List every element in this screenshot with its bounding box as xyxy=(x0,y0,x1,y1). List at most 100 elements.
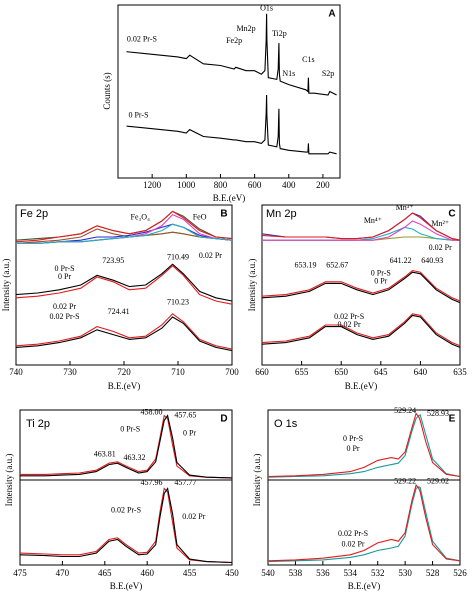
spectrum-line xyxy=(267,486,461,563)
spectrum-line xyxy=(19,487,233,564)
x-tick-label: 475 xyxy=(13,568,27,578)
spectrum-line xyxy=(261,270,461,302)
x-tick-label: 660 xyxy=(255,367,269,377)
annotation: 529.24 xyxy=(394,406,416,415)
annotation: FeO xyxy=(193,213,207,222)
x-tick-label: 710 xyxy=(171,367,185,377)
annotation: 529.22 xyxy=(394,477,416,486)
annotation: 723.95 xyxy=(102,256,124,265)
annotation: 0 Pr-S xyxy=(371,269,391,278)
x-tick-label: 532 xyxy=(371,568,385,578)
x-tick-label: 740 xyxy=(9,367,23,377)
x-tick-label: 645 xyxy=(374,367,388,377)
panel-label: B xyxy=(220,209,227,220)
annotation: 710.23 xyxy=(167,297,189,306)
annotation: 0 Pr-S xyxy=(120,424,140,433)
x-tick-label: 538 xyxy=(289,568,303,578)
spectrum-line xyxy=(262,220,460,241)
x-tick-label: 530 xyxy=(398,568,412,578)
annotation: Fe2p xyxy=(226,36,242,45)
spectrum-line xyxy=(15,316,233,352)
annotation: Mn2p xyxy=(237,24,256,33)
x-axis-label: B.E.(eV) xyxy=(348,581,381,591)
annotation: 0.02 Pr-S xyxy=(50,312,80,321)
x-tick-label: 700 xyxy=(225,367,239,377)
panel-label: A xyxy=(328,9,335,20)
x-tick-label: 470 xyxy=(56,568,70,578)
annotation: Mn³⁺ xyxy=(396,203,414,212)
annotation: Mn²⁺ xyxy=(431,219,449,228)
annotation: 529.02 xyxy=(427,477,449,486)
annotation: 528.93 xyxy=(427,409,449,418)
plot-frame xyxy=(261,204,461,366)
spectrum-line xyxy=(126,13,337,96)
annotation: O1s xyxy=(260,3,273,12)
annotation: 0.02 Pr-S xyxy=(127,34,157,43)
y-axis-label: Counts (s) xyxy=(102,72,112,109)
panel-title: O 1s xyxy=(274,418,298,430)
x-tick-label: 720 xyxy=(117,367,131,377)
annotation: Ti2p xyxy=(272,29,287,38)
annotation: 0 Pr xyxy=(346,444,359,453)
y-axis-label: Intensity (a.u.) xyxy=(247,259,257,312)
annotation: 710.49 xyxy=(167,253,189,262)
spectrum-line xyxy=(267,412,461,478)
annotation: 463.81 xyxy=(94,450,116,459)
spectrum-line xyxy=(15,263,233,302)
spectrum-line xyxy=(15,313,233,350)
x-tick-label: 400 xyxy=(282,180,296,190)
annotation: Fe₃O₄ xyxy=(131,213,151,222)
annotation: 0 Pr-S xyxy=(343,434,363,443)
x-tick-label: 730 xyxy=(63,367,77,377)
x-tick-label: 600 xyxy=(248,180,262,190)
spectrum-line xyxy=(16,223,233,244)
x-tick-label: 465 xyxy=(98,568,112,578)
x-tick-label: 540 xyxy=(261,568,275,578)
panel-label: C xyxy=(448,209,455,220)
x-tick-label: 450 xyxy=(225,568,239,578)
spectrum-line xyxy=(15,210,233,243)
annotation: 641.22 xyxy=(390,256,412,265)
x-axis-label: B.E.(eV) xyxy=(110,581,143,591)
x-tick-label: 526 xyxy=(453,568,467,578)
y-axis-label: Intensity (a.u.) xyxy=(252,454,262,507)
x-tick-label: 655 xyxy=(295,367,309,377)
annotation: 0.02 Pr xyxy=(199,251,222,260)
x-tick-label: 528 xyxy=(426,568,440,578)
annotation: N1s xyxy=(282,69,295,78)
panel-title: Ti 2p xyxy=(26,418,50,430)
annotation: 457.96 xyxy=(140,478,162,487)
x-axis-label: B.E.(eV) xyxy=(213,193,246,203)
spectrum-line xyxy=(261,271,461,304)
annotation: 0.02 Pr xyxy=(53,302,76,311)
x-tick-label: 640 xyxy=(414,367,428,377)
x-tick-label: 635 xyxy=(453,367,467,377)
annotation: 0.02 Pr-S xyxy=(111,505,141,514)
annotation: 0 Pr-S xyxy=(128,111,148,120)
spectrum-line xyxy=(261,314,461,348)
annotation: 458.00 xyxy=(140,408,162,417)
annotation: 0.02 Pr xyxy=(341,539,364,548)
x-tick-label: 200 xyxy=(316,180,330,190)
x-axis-label: B.E.(eV) xyxy=(108,381,141,391)
annotation: 640.93 xyxy=(421,256,443,265)
annotation: 0 Pr xyxy=(58,272,71,281)
x-tick-label: 534 xyxy=(344,568,358,578)
spectrum-line xyxy=(20,414,233,479)
x-tick-label: 800 xyxy=(214,180,228,190)
panel-label: D xyxy=(220,414,227,425)
annotation: 0.02 Pr-S xyxy=(338,529,368,538)
spectrum-line xyxy=(267,414,461,478)
x-tick-label: 455 xyxy=(183,568,197,578)
spectrum-line xyxy=(20,414,233,479)
annotation: 457.65 xyxy=(174,410,196,419)
x-tick-label: 536 xyxy=(316,568,330,578)
annotation: 724.41 xyxy=(108,307,130,316)
panel-title: Mn 2p xyxy=(266,208,297,220)
annotation: 0.02 Pr xyxy=(429,243,452,252)
spectrum-line xyxy=(267,483,461,562)
x-tick-label: 1000 xyxy=(177,180,196,190)
annotation: 0.02 Pr xyxy=(182,512,205,521)
plot-frame xyxy=(19,409,233,481)
